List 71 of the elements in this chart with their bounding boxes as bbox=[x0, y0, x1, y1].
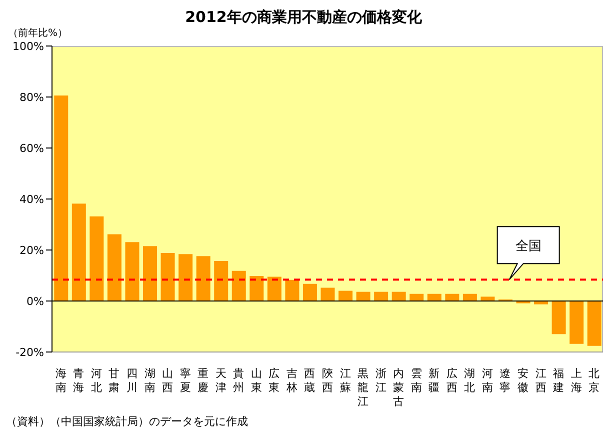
x-tick-label: 上海 bbox=[570, 367, 582, 394]
y-tick-label: 80% bbox=[20, 90, 44, 104]
x-tick-label: 四川 bbox=[126, 367, 138, 394]
bar bbox=[570, 301, 584, 344]
x-tick-label: 陝西 bbox=[322, 367, 333, 394]
bar bbox=[107, 234, 122, 301]
x-tick-label: 山東 bbox=[250, 367, 262, 394]
y-tick-label: 0% bbox=[26, 294, 44, 308]
bar bbox=[250, 276, 264, 301]
y-tick-label: -20% bbox=[16, 346, 44, 359]
x-tick-label: 青海 bbox=[73, 367, 84, 394]
x-tick-label: 西蔵 bbox=[304, 367, 316, 394]
x-tick-label: 北京 bbox=[588, 367, 600, 394]
x-tick-label: 寧夏 bbox=[180, 367, 191, 394]
chart-title: 2012年の商業用不動産の価格変化 bbox=[184, 8, 423, 27]
bar bbox=[214, 260, 228, 301]
x-tick-label: 黒龍江 bbox=[358, 367, 369, 408]
x-tick-label: 江蘇 bbox=[340, 367, 351, 394]
y-tick-label: 60% bbox=[20, 142, 44, 155]
x-tick-label: 新疆 bbox=[428, 367, 440, 394]
y-axis-title: （前年比%） bbox=[8, 26, 68, 40]
bar bbox=[125, 242, 140, 301]
bar bbox=[427, 294, 442, 301]
bar bbox=[356, 292, 370, 301]
bar bbox=[160, 253, 175, 301]
bar bbox=[320, 288, 335, 301]
x-tick-label: 江西 bbox=[535, 367, 546, 394]
x-tick-label: 天津 bbox=[215, 367, 226, 394]
bar bbox=[534, 301, 548, 304]
y-tick-label: 40% bbox=[20, 192, 44, 206]
bar bbox=[410, 294, 424, 301]
x-tick-label: 甘粛 bbox=[108, 367, 120, 394]
x-tick-label: 雲南 bbox=[410, 367, 422, 394]
x-tick-label: 内蒙古 bbox=[393, 367, 404, 408]
bar bbox=[90, 216, 104, 301]
bar bbox=[302, 284, 317, 301]
bar bbox=[143, 246, 158, 301]
bar bbox=[445, 294, 460, 301]
x-tick-label: 浙江 bbox=[375, 367, 386, 394]
x-tick-label: 貴州 bbox=[233, 367, 244, 394]
text: （資料）（中国国家統計局）のデータを元に作成 bbox=[6, 414, 248, 429]
bar bbox=[54, 95, 68, 301]
x-tick-label: 重慶 bbox=[198, 367, 209, 394]
x-tick-label: 広東 bbox=[268, 367, 280, 394]
y-tick-label: 20% bbox=[20, 244, 44, 257]
x-tick-label: 吉林 bbox=[285, 367, 298, 394]
x-tick-label: 湖南 bbox=[144, 367, 156, 394]
x-tick-label: 河南 bbox=[482, 367, 493, 394]
bar bbox=[480, 296, 495, 301]
ref-line-label: 全国 bbox=[515, 239, 542, 254]
x-tick-label: 福建 bbox=[552, 367, 564, 394]
bar bbox=[374, 292, 388, 301]
x-tick-label: 海南 bbox=[55, 367, 66, 394]
bar bbox=[392, 292, 406, 301]
bar bbox=[285, 280, 300, 301]
x-tick-label: 遼寧 bbox=[500, 367, 511, 394]
x-tick-label: 安徽 bbox=[518, 367, 529, 394]
bar bbox=[587, 301, 602, 346]
bar bbox=[552, 301, 566, 334]
y-tick-label: 100% bbox=[12, 40, 44, 53]
x-tick-label: 湖北 bbox=[464, 367, 476, 394]
bar bbox=[178, 254, 193, 301]
x-tick-label: 河北 bbox=[90, 367, 102, 394]
bar bbox=[267, 276, 282, 301]
x-tick-label: 山西 bbox=[162, 367, 174, 394]
bar bbox=[338, 290, 353, 301]
bar bbox=[196, 256, 210, 301]
x-tick-label: 広西 bbox=[446, 367, 458, 394]
bar bbox=[232, 270, 246, 301]
bar bbox=[462, 294, 477, 301]
bar bbox=[72, 204, 86, 301]
